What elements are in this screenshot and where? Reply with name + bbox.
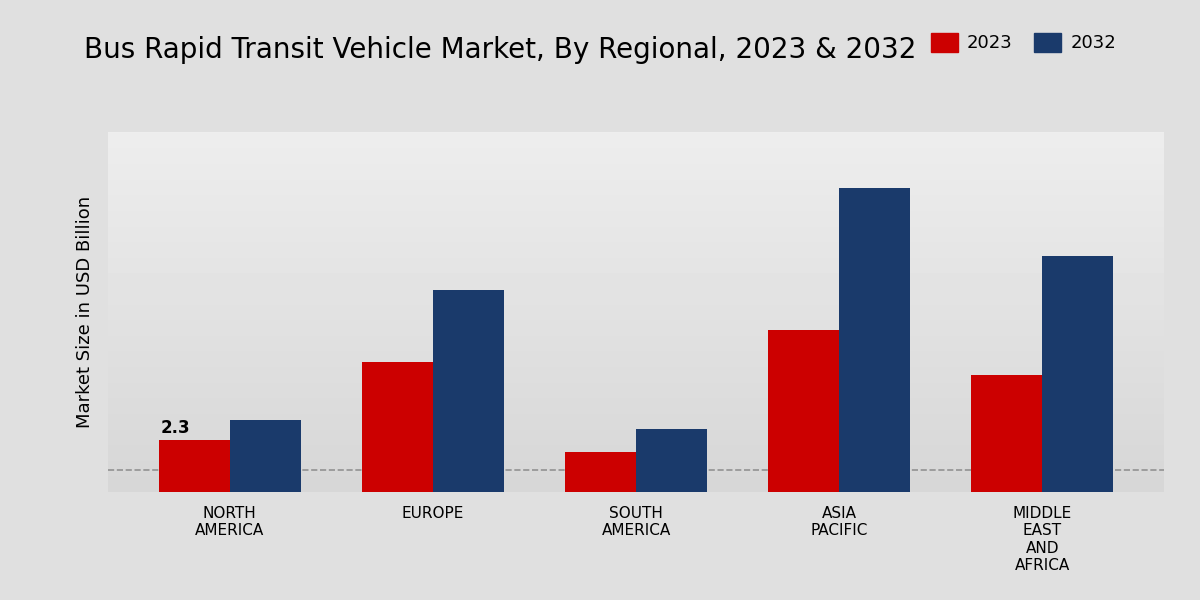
- Bar: [1042, 256, 1114, 492]
- Bar: [230, 420, 301, 492]
- Bar: [158, 440, 230, 492]
- Bar: [565, 452, 636, 492]
- Bar: [362, 361, 433, 492]
- Bar: [636, 429, 707, 492]
- Text: Bus Rapid Transit Vehicle Market, By Regional, 2023 & 2032: Bus Rapid Transit Vehicle Market, By Reg…: [84, 36, 917, 64]
- Y-axis label: Market Size in USD Billion: Market Size in USD Billion: [76, 196, 94, 428]
- Text: 2.3: 2.3: [161, 419, 191, 437]
- Bar: [971, 375, 1042, 492]
- Bar: [433, 289, 504, 492]
- Bar: [768, 330, 839, 492]
- Legend: 2023, 2032: 2023, 2032: [924, 26, 1123, 59]
- Bar: [839, 188, 910, 492]
